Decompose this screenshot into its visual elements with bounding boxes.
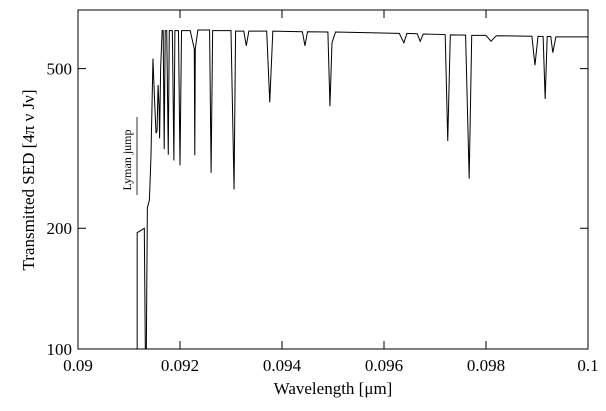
annotation: Lyman jump <box>120 130 134 191</box>
y-axis-label: Transmitted SED [4π ν Jν] <box>19 89 38 270</box>
x-tick-label: 0.096 <box>365 356 403 375</box>
x-tick-label: 0.098 <box>467 356 505 375</box>
plot-frame <box>77 9 589 350</box>
x-tick-label: 0.092 <box>161 356 199 375</box>
y-tick-label: 500 <box>47 60 73 79</box>
x-axis-label: Wavelength [μm] <box>274 379 393 398</box>
x-tick-label: 0.1 <box>577 356 598 375</box>
spectrum-line <box>136 29 588 350</box>
y-tick-label: 200 <box>47 219 73 238</box>
y-tick-label: 100 <box>47 340 73 359</box>
x-tick-label: 0.09 <box>63 356 93 375</box>
x-tick-label: 0.094 <box>263 356 302 375</box>
